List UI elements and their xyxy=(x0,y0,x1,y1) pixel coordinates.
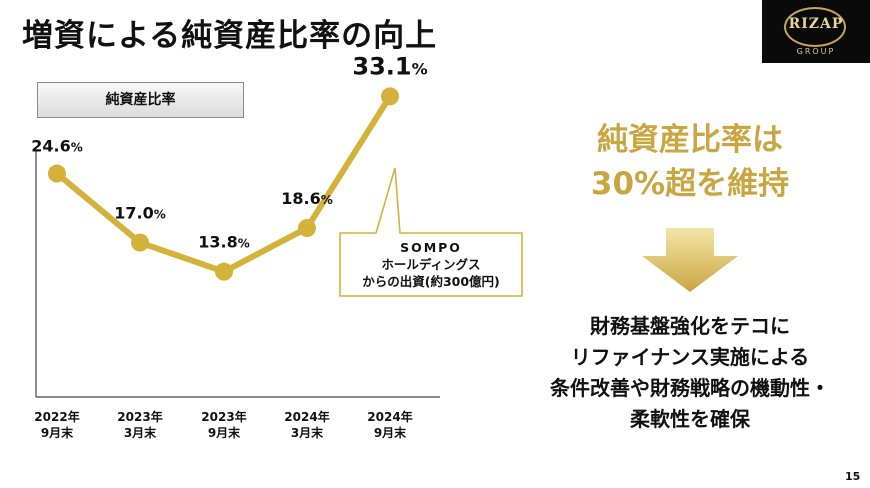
x-tick-label: 2023年 xyxy=(117,409,162,424)
callout-line: ホールディングス xyxy=(381,257,480,272)
data-point xyxy=(48,164,66,183)
down-arrow-icon xyxy=(642,228,738,292)
x-tick-label: 9月末 xyxy=(374,425,407,440)
body-line-2: リファイナンス実施による xyxy=(570,345,810,369)
rizap-logo: RIZAP GROUP xyxy=(762,0,870,63)
x-tick-label: 9月末 xyxy=(41,425,74,440)
body-line-3: 条件改善や財務戦略の機動性・ xyxy=(550,376,830,400)
page-number: 15 xyxy=(845,470,861,483)
value-label: 13.8% xyxy=(198,233,250,252)
x-tick-label: 9月末 xyxy=(208,425,241,440)
data-point xyxy=(381,87,399,106)
headline-line-2: 30%超を維持 xyxy=(590,166,790,202)
x-tick-label: 3月末 xyxy=(124,425,157,440)
x-tick-label: 2022年 xyxy=(34,409,79,424)
value-label: 33.1% xyxy=(352,52,427,80)
headline-line-1: 純資産比率は xyxy=(597,122,783,158)
logo-ring-icon xyxy=(784,7,846,47)
net-asset-ratio-chart: 24.6%17.0%13.8%18.6%33.1% 2022年9月末2023年3… xyxy=(31,52,523,440)
data-point xyxy=(215,262,233,281)
x-tick-label: 2024年 xyxy=(284,409,329,424)
body-line-1: 財務基盤強化をテコに xyxy=(590,314,790,338)
chart-label: 純資産比率 xyxy=(37,82,244,118)
x-tick-label: 2023年 xyxy=(201,409,246,424)
value-label: 17.0% xyxy=(114,204,166,223)
callout-line: SOMPO xyxy=(400,240,462,255)
x-tick-label: 2024年 xyxy=(367,409,412,424)
callout-box xyxy=(339,167,523,297)
page-title: 増資による純資産比率の向上 xyxy=(22,18,438,54)
body-line-4: 柔軟性を確保 xyxy=(630,407,750,431)
logo-group: GROUP xyxy=(796,47,836,56)
data-point xyxy=(131,233,149,252)
x-tick-label: 3月末 xyxy=(291,425,324,440)
logo-name: RIZAP xyxy=(788,16,844,32)
value-label: 24.6% xyxy=(31,137,83,156)
callout-line: からの出資(約300億円) xyxy=(362,274,500,289)
value-label: 18.6% xyxy=(281,189,333,208)
data-point xyxy=(298,219,316,238)
